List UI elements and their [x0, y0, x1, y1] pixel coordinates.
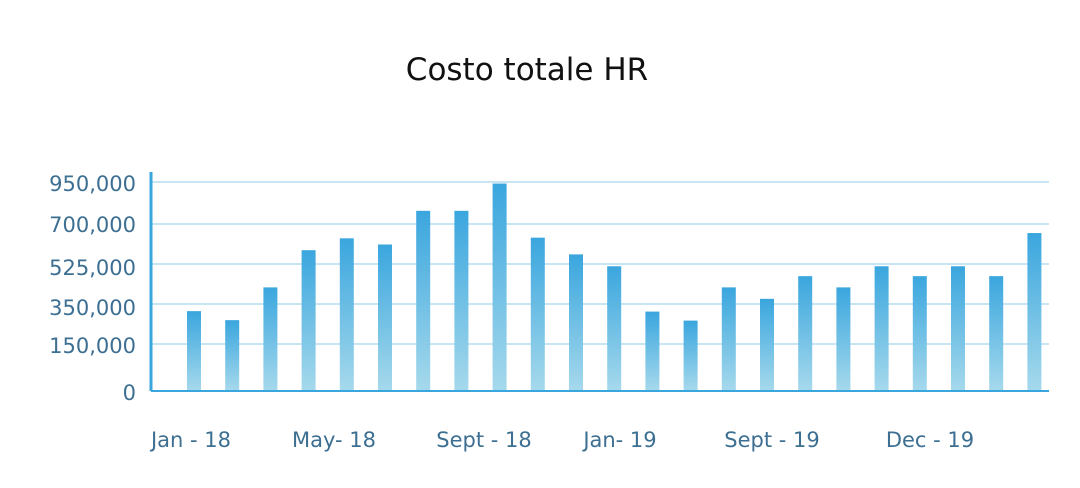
bar [454, 210, 469, 391]
y-tick-label: 700,000 [49, 213, 136, 237]
axes [149, 172, 1049, 392]
bar [225, 320, 240, 391]
bar [951, 266, 965, 391]
bar [989, 276, 1004, 391]
bar [416, 210, 431, 391]
bar [569, 254, 583, 391]
bar [721, 287, 736, 391]
x-tick-label: Jan - 18 [149, 428, 231, 452]
x-tick-label: May- 18 [292, 428, 376, 452]
x-tick-label: Sept - 19 [724, 428, 819, 452]
y-tick-label: 950,000 [49, 172, 136, 196]
bar [912, 276, 927, 391]
bar [760, 298, 774, 391]
y-tick-labels: 950,000 700,000 525,000 350,000 150,000 0 [49, 172, 136, 405]
bar [530, 237, 545, 391]
x-tick-label: Dec - 19 [886, 428, 974, 452]
bar [378, 244, 392, 391]
bar [798, 276, 813, 391]
bar [339, 238, 354, 391]
bar [492, 183, 507, 391]
x-tick-label: Jan- 19 [581, 428, 656, 452]
x-tick-label: Sept - 18 [436, 428, 531, 452]
bar [1027, 233, 1042, 391]
y-tick-label: 350,000 [49, 296, 136, 320]
y-tick-label: 0 [123, 381, 136, 405]
bar [836, 287, 851, 391]
y-tick-label: 525,000 [49, 256, 136, 280]
bars [187, 183, 1042, 391]
bar [645, 311, 660, 391]
bar [874, 266, 889, 391]
x-tick-labels: Jan - 18 May- 18 Sept - 18 Jan- 19 Sept - 19… [149, 428, 974, 452]
bar [301, 250, 316, 391]
bar [187, 311, 201, 391]
gridlines [151, 181, 1049, 345]
y-tick-label: 150,000 [49, 334, 136, 358]
bar [683, 320, 698, 391]
bar [607, 266, 622, 391]
chart-title: Costo totale HR [405, 52, 649, 88]
bar [263, 287, 278, 391]
